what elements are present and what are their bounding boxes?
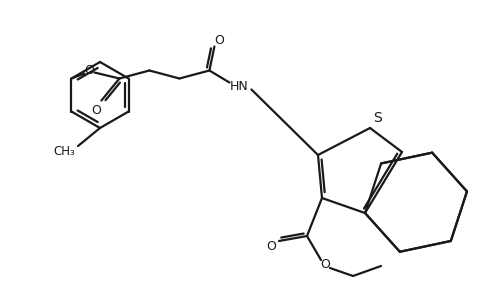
Text: O: O xyxy=(84,64,95,77)
Text: O: O xyxy=(92,104,101,117)
Text: O: O xyxy=(215,34,224,47)
Text: S: S xyxy=(372,111,382,125)
Text: HN: HN xyxy=(230,80,249,93)
Text: CH₃: CH₃ xyxy=(53,144,75,157)
Text: O: O xyxy=(266,240,276,253)
Text: O: O xyxy=(320,257,330,270)
